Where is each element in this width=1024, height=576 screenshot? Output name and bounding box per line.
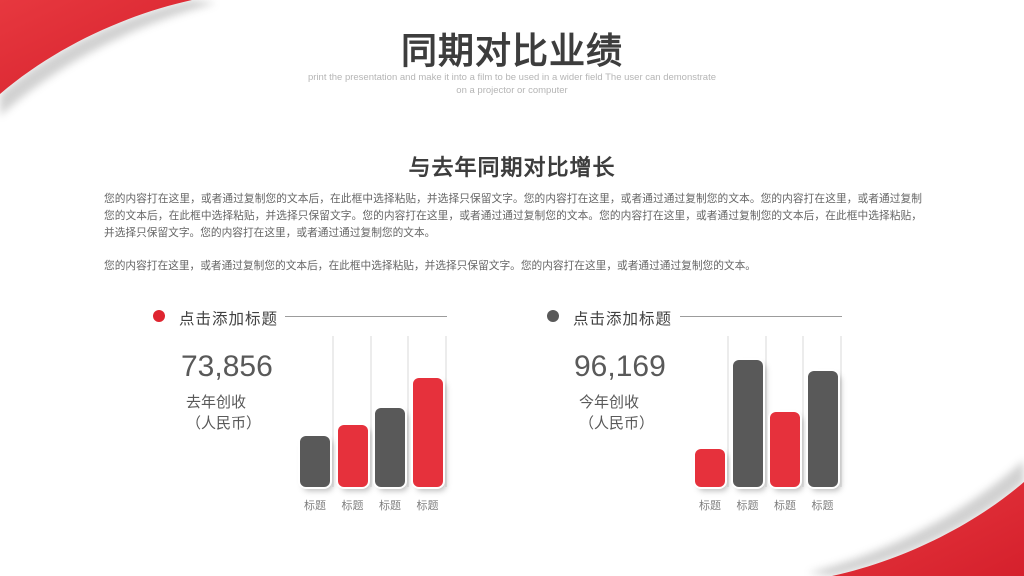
bottom-right-swoosh: [832, 482, 1024, 576]
chart-column: 标题: [695, 336, 729, 512]
left-stat-label: 去年创收 （人民币）: [186, 392, 261, 434]
bar: [807, 370, 838, 487]
section-heading: 与去年同期对比增长: [408, 155, 616, 180]
slide-subtitle: print the presentation and make it into …: [0, 71, 1024, 97]
bullet-icon: [547, 310, 559, 322]
chart-column: 标题: [300, 336, 334, 512]
slide-subtitle-line-2: on a projector or computer: [456, 85, 568, 96]
right-panel-divider-line: [680, 316, 842, 317]
left-stat-value: 73,856: [181, 350, 273, 383]
bar-label: 标题: [736, 500, 759, 512]
body-paragraph-1: 您的内容打在这里，或者通过复制您的文本后，在此框中选择粘贴，并选择只保留文字。您…: [104, 193, 922, 239]
left-panel-divider-line: [285, 316, 447, 317]
left-panel-title: 点击添加标题: [179, 311, 279, 328]
bar: [695, 449, 725, 487]
right-stat-label-line-1: 今年创收: [579, 394, 640, 411]
chart-column: 标题: [412, 336, 447, 512]
chart-column: 标题: [337, 336, 372, 512]
bar: [300, 435, 330, 487]
left-stat-label-line-1: 去年创收: [186, 394, 247, 411]
bar-track-line: [332, 336, 334, 487]
bar-label: 标题: [341, 500, 364, 512]
chart-column: 标题: [375, 336, 409, 512]
bar-label: 标题: [811, 500, 834, 512]
bar-label: 标题: [379, 500, 401, 512]
bar-label: 标题: [304, 500, 326, 512]
bar-label: 标题: [699, 500, 721, 512]
bar-label: 标题: [416, 500, 439, 512]
bar: [337, 425, 368, 487]
bar-track-line: [839, 336, 842, 487]
bar-track-line: [444, 336, 447, 487]
right-stat-label-line-2: （人民币）: [579, 415, 655, 432]
bar-chart-right: 标题 标题 标题 标题: [695, 336, 842, 512]
bar-track-line: [407, 336, 409, 487]
bar: [375, 408, 405, 487]
bar-track-line: [727, 336, 729, 487]
bullet-icon: [153, 310, 165, 322]
right-stat-value: 96,169: [574, 350, 666, 383]
chart-column: 标题: [770, 336, 804, 512]
right-panel-title: 点击添加标题: [573, 311, 673, 328]
bar-track-line: [764, 336, 767, 487]
bar-chart-left: 标题 标题 标题 标题: [300, 336, 447, 512]
left-stat-label-line-2: （人民币）: [186, 415, 262, 432]
chart-column: 标题: [732, 336, 767, 512]
slide-subtitle-line-1: print the presentation and make it into …: [307, 72, 717, 83]
body-paragraph-2: 您的内容打在这里，或者通过复制您的文本后，在此框中选择粘贴，并选择只保留文字。您…: [104, 260, 756, 272]
slide-title: 同期对比业绩: [400, 30, 623, 71]
bar: [732, 360, 763, 487]
bar: [770, 411, 800, 487]
bar-label: 标题: [774, 500, 796, 512]
bar: [412, 378, 443, 487]
bar-track-line: [369, 336, 372, 487]
bar-track-line: [802, 336, 804, 487]
chart-column: 标题: [807, 336, 842, 512]
right-stat-label: 今年创收 （人民币）: [579, 392, 654, 434]
